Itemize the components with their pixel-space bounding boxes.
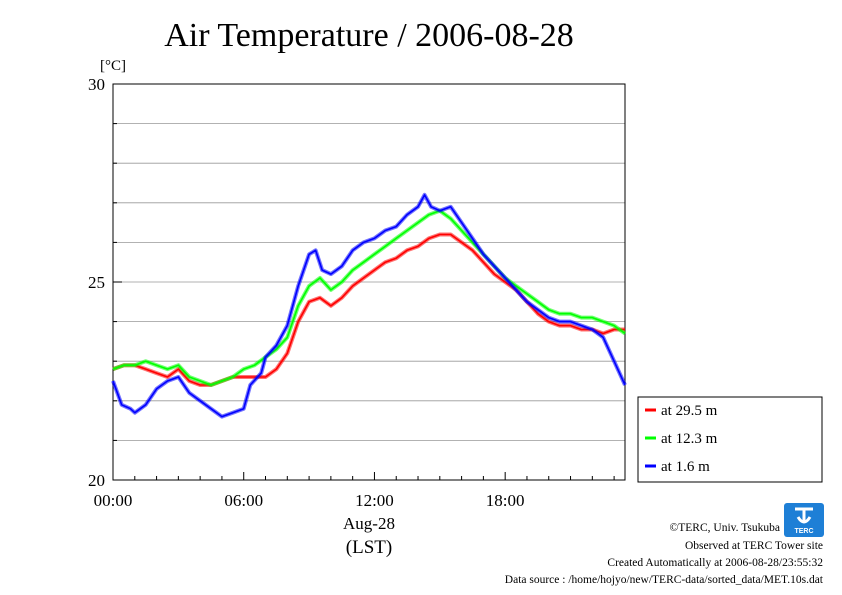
y-tick-label: 25 bbox=[88, 273, 105, 292]
x-date-label: Aug-28 bbox=[343, 514, 395, 533]
x-tick-label: 12:00 bbox=[355, 491, 394, 510]
series-line-2 bbox=[112, 209, 626, 386]
site-text: Observed at TERC Tower site bbox=[685, 540, 823, 552]
y-axis-unit: [°C] bbox=[100, 58, 126, 74]
logo-mark-icon bbox=[795, 507, 813, 524]
y-tick-label: 30 bbox=[88, 75, 105, 94]
y-tick-label: 20 bbox=[88, 471, 105, 490]
legend-label: at 29.5 m bbox=[661, 403, 718, 419]
logo-text: TERC bbox=[794, 528, 813, 535]
series-line-3 bbox=[112, 194, 626, 418]
series-line-1 bbox=[112, 233, 625, 386]
legend-box bbox=[637, 396, 823, 483]
x-axis-label: (LST) bbox=[346, 537, 392, 558]
series-lines bbox=[111, 192, 627, 419]
legend-label: at 1.6 m bbox=[661, 459, 710, 475]
source-text: Data source : /home/hojyo/new/TERC-data/… bbox=[505, 574, 824, 586]
series-halo-3 bbox=[111, 192, 627, 419]
axes: 20 25 30 00:00 06:00 12:00 18:00 bbox=[88, 75, 615, 510]
legend-label: at 12.3 m bbox=[661, 431, 718, 447]
created-text: Created Automatically at 2006-08-28/23:5… bbox=[607, 557, 823, 569]
x-tick-label: 06:00 bbox=[224, 491, 263, 510]
x-tick-label: 18:00 bbox=[486, 491, 525, 510]
copyright-text: ©TERC, Univ. Tsukuba bbox=[670, 522, 780, 534]
series-halo-2 bbox=[112, 208, 627, 387]
legend: at 29.5 m at 12.3 m at 1.6 m bbox=[637, 396, 823, 483]
chart-title: Air Temperature / 2006-08-28 bbox=[164, 17, 574, 54]
terc-logo: TERC bbox=[784, 503, 824, 537]
x-tick-label: 00:00 bbox=[94, 491, 133, 510]
